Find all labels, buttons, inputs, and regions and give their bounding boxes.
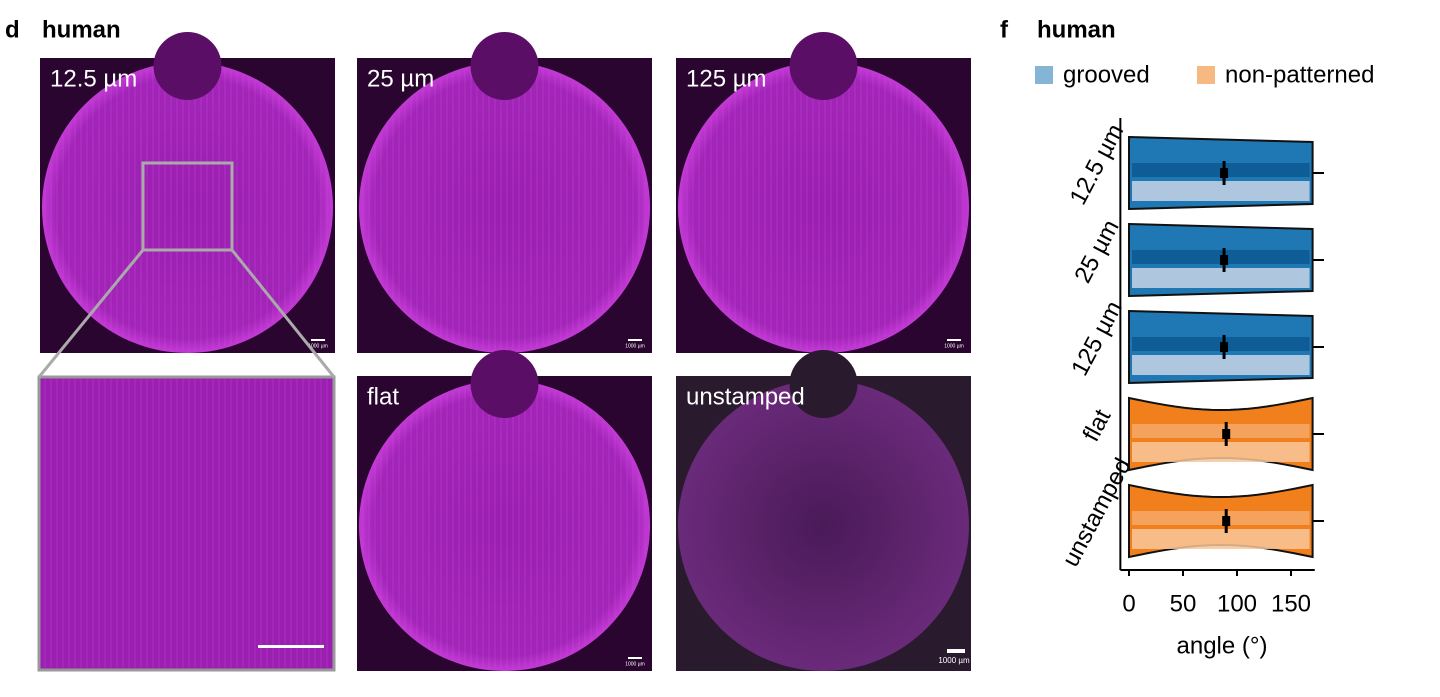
notch [153,32,222,100]
zoom-texture [41,379,332,668]
x-tick-label: 150 [1271,590,1311,617]
zoom-scale-bar [258,645,324,648]
notch [470,350,539,418]
scale-bar [947,339,961,341]
scale-bar-label: 1000 µm [938,656,970,665]
scale-bar [311,339,325,341]
legend-swatch [1197,66,1215,84]
legend-swatch [1035,66,1053,84]
y-tick-label: 25 µm [1069,215,1124,287]
scale-bar-label: 1000 µm [625,661,645,667]
notch [789,32,858,100]
median-marker [1220,255,1229,265]
scale-bar [628,339,642,341]
notch [789,350,858,418]
x-tick-label: 50 [1170,590,1197,617]
violin-band [1132,511,1310,525]
zoom-line [230,249,336,378]
median-marker [1220,342,1229,352]
image-label: unstamped [686,383,805,410]
fiber-texture [361,382,648,669]
panel-title: human [42,16,121,43]
violin-band [1132,442,1310,462]
scale-bar-label: 1000 µm [944,343,964,349]
median-marker [1222,429,1231,439]
fiber-texture [680,64,967,351]
panel-letter: d [5,16,20,43]
panel-letter: f [1000,16,1009,43]
legend-label: non-patterned [1225,61,1374,88]
zoom-line [37,249,145,378]
image-label: 12.5 µm [50,65,137,92]
notch [470,32,539,100]
fiber-texture [361,64,648,351]
violin-band [1132,181,1310,201]
x-tick-label: 0 [1122,590,1135,617]
median-marker [1220,168,1229,178]
violin-band [1132,424,1310,438]
violin-band [1132,268,1310,288]
image-label: 25 µm [367,65,434,92]
y-tick-label: unstamped [1057,454,1137,572]
x-axis-label: angle (°) [1177,632,1268,659]
violin-band [1132,529,1310,549]
well-image [678,380,969,671]
median-marker [1222,516,1231,526]
panel-title: human [1037,16,1116,43]
scale-bar-label: 1000 µm [625,343,645,349]
y-tick-label: flat [1078,405,1117,446]
x-tick-label: 100 [1217,590,1257,617]
image-label: flat [367,383,399,410]
fiber-texture [44,64,331,351]
image-label: 125 µm [686,65,767,92]
scale-bar [628,657,642,659]
violin-band [1132,355,1310,375]
legend-label: grooved [1063,61,1150,88]
scale-bar [947,649,965,653]
y-tick-label: 125 µm [1066,297,1128,381]
zoom-box [141,161,234,252]
scale-bar-label: 1000 µm [308,343,328,349]
